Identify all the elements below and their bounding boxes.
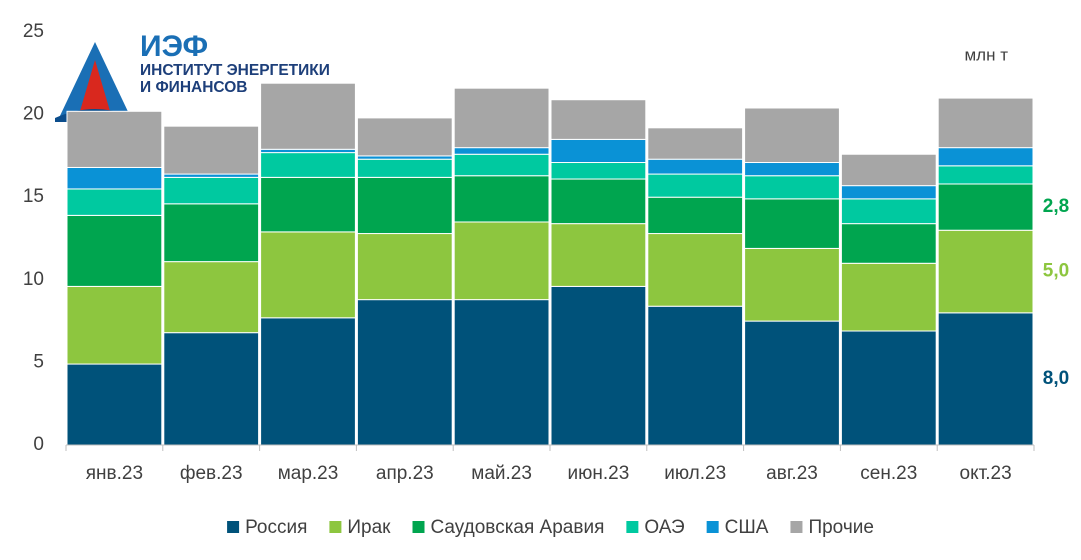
bar-segment — [550, 223, 647, 287]
legend-swatch — [329, 521, 342, 533]
bar-segment — [840, 223, 937, 264]
logo-title: ИЭФ — [140, 30, 208, 63]
bar-segment — [647, 127, 744, 160]
bar-segment — [356, 176, 453, 235]
y-tick-label: 25 — [23, 21, 44, 42]
bar-segment — [840, 262, 937, 332]
logo-mark — [78, 60, 112, 118]
bar-segment — [66, 214, 163, 287]
bar-segment — [163, 261, 260, 334]
bar-segment — [744, 175, 840, 200]
bar-segment — [66, 166, 163, 190]
bar-segment — [66, 110, 163, 168]
x-tick-label: окт.23 — [960, 463, 1012, 484]
bar-segment — [66, 363, 163, 446]
bar-segment — [453, 299, 550, 446]
legend-swatch — [626, 521, 639, 533]
legend-label: Россия — [245, 517, 307, 538]
bar-segment — [550, 285, 647, 446]
bar-segment — [840, 198, 937, 225]
legend-label: Прочие — [808, 517, 873, 538]
bar-segment — [260, 176, 356, 233]
legend-swatch — [412, 521, 425, 533]
bar-segment — [647, 196, 744, 235]
bar-segment — [453, 221, 550, 301]
bar-segment — [356, 117, 453, 157]
bar-segment — [647, 305, 744, 446]
bar-segment — [66, 285, 163, 365]
value-label: 5,0 — [1043, 261, 1069, 282]
logo-line: ИНСТИТУТ ЭНЕРГЕТИКИ — [140, 62, 330, 79]
bar-segment — [840, 330, 937, 446]
bar-segment — [550, 99, 647, 140]
legend-label: США — [725, 517, 769, 538]
bar-segment — [744, 107, 840, 164]
bar-segment — [744, 162, 840, 177]
bar-segment — [937, 147, 1034, 167]
bar-segment — [66, 188, 163, 216]
bar-segment — [356, 158, 453, 178]
bar-segment — [163, 176, 260, 205]
legend-swatch — [706, 521, 719, 533]
y-tick-label: 0 — [33, 434, 44, 455]
legend-swatch — [790, 521, 803, 533]
bar-segment — [550, 162, 647, 180]
legend-label: Ирак — [347, 517, 391, 538]
legend-label: Саудовская Аравия — [431, 517, 605, 538]
bar-segment — [550, 138, 647, 164]
bar-segment — [260, 82, 356, 150]
bar-segment — [163, 125, 260, 175]
bar-segment — [937, 97, 1034, 149]
bar-segment — [453, 147, 550, 155]
y-tick-label: 10 — [23, 269, 44, 290]
bar-segment — [453, 175, 550, 223]
x-tick-label: май.23 — [471, 463, 532, 484]
bar-segment — [260, 317, 356, 446]
x-tick-label: фев.23 — [180, 463, 243, 484]
x-tick-label: янв.23 — [86, 463, 143, 484]
bar-segment — [260, 152, 356, 178]
bar-segment — [163, 203, 260, 263]
x-tick-label: июн.23 — [568, 463, 630, 484]
bar-segment — [937, 165, 1034, 185]
bar-segment — [356, 233, 453, 301]
y-tick-label: 15 — [23, 186, 44, 207]
bar-segment — [937, 183, 1034, 231]
bar-segment — [937, 229, 1034, 314]
bar-segment — [453, 87, 550, 149]
bar-segment — [356, 299, 453, 446]
x-tick-label: апр.23 — [376, 463, 434, 484]
legend-label: ОАЭ — [644, 517, 684, 538]
value-label: 2,8 — [1043, 196, 1069, 217]
bar-segment — [840, 185, 937, 200]
legend-swatch — [227, 521, 240, 533]
bar-segment — [937, 312, 1034, 446]
x-tick-label: сен.23 — [860, 463, 917, 484]
x-tick-label: мар.23 — [278, 463, 339, 484]
bar-segment — [744, 198, 840, 249]
bar-segment — [744, 247, 840, 322]
bar-segment — [840, 153, 937, 187]
bar-segment — [647, 233, 744, 307]
bar-segment — [260, 231, 356, 319]
bar-segment — [550, 178, 647, 225]
bar-segment — [744, 320, 840, 446]
bar-segment — [647, 173, 744, 198]
y-tick-label: 5 — [33, 351, 44, 372]
x-tick-label: июл.23 — [664, 463, 726, 484]
y-tick-label: 20 — [23, 104, 44, 125]
unit-label: млн т — [964, 45, 1008, 64]
bar-segment — [453, 153, 550, 177]
bar-segment — [647, 158, 744, 175]
value-label: 8,0 — [1043, 368, 1069, 389]
bar-segment — [163, 332, 260, 446]
x-tick-label: авг.23 — [766, 463, 818, 484]
logo-line: И ФИНАНСОВ — [140, 79, 247, 96]
